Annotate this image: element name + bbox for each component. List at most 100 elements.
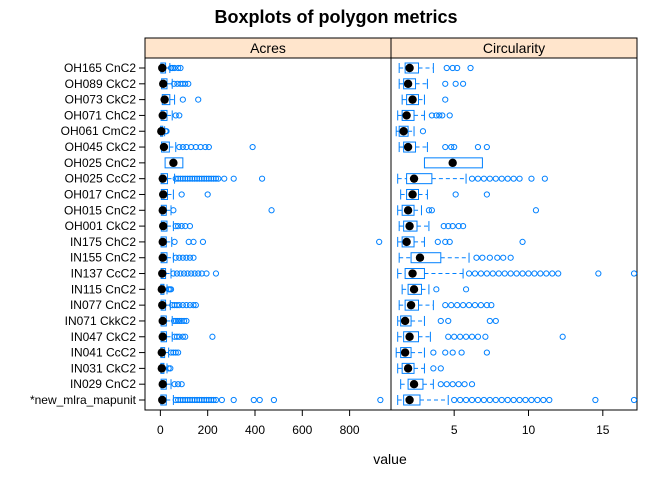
outlier-point bbox=[492, 317, 499, 325]
box bbox=[410, 252, 442, 264]
boxplot-11 bbox=[398, 220, 467, 232]
median-dot bbox=[403, 79, 413, 89]
outlier-point bbox=[437, 381, 444, 388]
outlier-point bbox=[495, 270, 502, 277]
median-dot bbox=[408, 95, 417, 104]
outlier-point bbox=[501, 270, 508, 277]
category-label: IN115 CnC2 bbox=[71, 282, 136, 296]
category-label: IN041 CcC2 bbox=[71, 346, 137, 360]
outlier-point bbox=[177, 64, 184, 72]
boxplot-8 bbox=[397, 173, 548, 185]
category-label: IN137 CcC2 bbox=[71, 267, 137, 281]
outlier-point bbox=[179, 96, 186, 103]
outlier-point bbox=[178, 191, 185, 198]
median-dot bbox=[405, 63, 414, 73]
boxplot-18 bbox=[397, 331, 566, 343]
outlier-point bbox=[532, 207, 540, 214]
outlier-point bbox=[540, 396, 547, 404]
outlier-point bbox=[492, 396, 499, 404]
panel-frame bbox=[390, 57, 638, 411]
outlier-point bbox=[185, 80, 192, 87]
outlier-point bbox=[483, 143, 490, 151]
median-dot bbox=[405, 395, 414, 405]
median-dot bbox=[158, 379, 167, 389]
outlier-point bbox=[167, 365, 174, 372]
outlier-point bbox=[210, 396, 217, 404]
outlier-point bbox=[546, 396, 553, 404]
outlier-point bbox=[436, 112, 443, 119]
outlier-point bbox=[173, 270, 181, 277]
outlier-point bbox=[445, 333, 452, 340]
outlier-point bbox=[174, 317, 181, 325]
median-dot bbox=[169, 158, 178, 168]
outlier-point bbox=[173, 333, 181, 340]
boxplot-19 bbox=[157, 347, 182, 359]
outlier-point bbox=[443, 64, 450, 72]
outlier-point bbox=[459, 302, 467, 309]
panel-frame bbox=[144, 57, 392, 411]
x-tick-label: 0 bbox=[157, 423, 164, 437]
outlier-point bbox=[270, 396, 278, 404]
median-dot bbox=[159, 190, 168, 199]
median-dot bbox=[403, 206, 413, 215]
outlier-point bbox=[541, 175, 548, 182]
outlier-point bbox=[268, 207, 275, 214]
outlier-point bbox=[468, 381, 476, 388]
outlier-point bbox=[170, 207, 177, 214]
outlier-point bbox=[230, 396, 237, 404]
outlier-point bbox=[448, 143, 455, 151]
outlier-point bbox=[186, 222, 194, 230]
boxplot-9 bbox=[159, 188, 211, 200]
boxplot-19 bbox=[395, 347, 490, 359]
outlier-point bbox=[175, 381, 182, 388]
boxplot-21 bbox=[158, 378, 185, 390]
outlier-point bbox=[176, 333, 183, 340]
outlier-point bbox=[167, 286, 175, 293]
outlier-point bbox=[209, 333, 216, 340]
outlier-point bbox=[462, 286, 470, 293]
outlier-point bbox=[212, 270, 220, 277]
outlier-point bbox=[258, 175, 266, 182]
outlier-point bbox=[462, 333, 470, 340]
outlier-point bbox=[452, 191, 459, 198]
median-dot bbox=[448, 158, 457, 168]
outlier-point bbox=[516, 175, 523, 182]
boxplot-4 bbox=[158, 109, 183, 121]
outlier-point bbox=[454, 64, 461, 72]
boxplot-20 bbox=[397, 362, 444, 374]
outlier-point bbox=[449, 349, 456, 356]
boxplot-12 bbox=[397, 236, 526, 248]
boxplot-17 bbox=[397, 315, 499, 327]
boxplot-16 bbox=[398, 299, 495, 311]
outlier-point bbox=[180, 270, 188, 277]
median-dot bbox=[402, 237, 411, 247]
outlier-point bbox=[492, 175, 499, 182]
category-label: OH017 CnC2 bbox=[64, 187, 136, 201]
outlier-point bbox=[592, 396, 599, 404]
outlier-point bbox=[172, 112, 179, 119]
outlier-point bbox=[630, 396, 638, 404]
outlier-point bbox=[190, 238, 197, 246]
median-dot bbox=[402, 111, 411, 120]
outlier-point bbox=[488, 302, 495, 309]
category-label: OH061 CmC2 bbox=[61, 124, 137, 138]
category-label: OH025 CcC2 bbox=[65, 172, 137, 186]
boxplot-13 bbox=[158, 252, 197, 264]
outlier-point bbox=[180, 317, 188, 325]
outlier-point bbox=[218, 396, 225, 404]
outlier-point bbox=[498, 396, 505, 404]
outlier-point bbox=[439, 112, 446, 119]
outlier-point bbox=[446, 238, 453, 246]
median-dot bbox=[158, 253, 167, 262]
outlier-point bbox=[442, 349, 449, 356]
outlier-point bbox=[376, 238, 383, 246]
outlier-point bbox=[442, 96, 449, 103]
outlier-point bbox=[468, 396, 476, 404]
boxplot-7 bbox=[423, 157, 483, 169]
category-label: OH071 ChC2 bbox=[64, 108, 136, 122]
outlier-point bbox=[178, 381, 185, 388]
median-dot bbox=[415, 253, 425, 262]
outlier-point bbox=[494, 254, 501, 261]
outlier-point bbox=[534, 396, 541, 404]
boxplot-14 bbox=[397, 268, 638, 280]
